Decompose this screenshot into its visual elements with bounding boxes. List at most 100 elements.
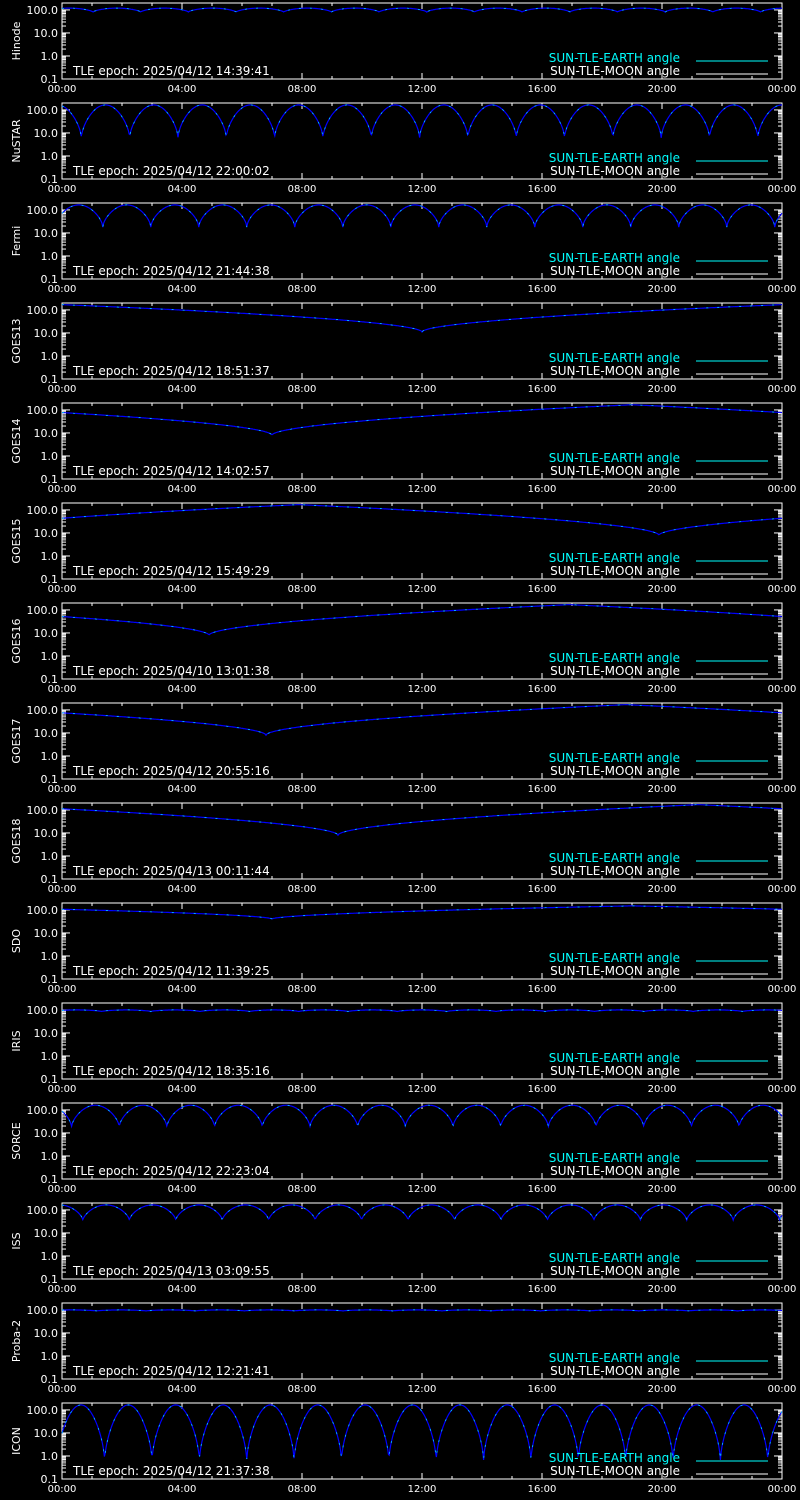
tle-epoch-value: 2025/04/12 21:37:38 bbox=[143, 1464, 270, 1478]
y-tick-label: 10.0 bbox=[34, 927, 59, 940]
legend-earth-label: SUN-TLE-EARTH angle bbox=[549, 851, 680, 865]
y-tick-label: 0.1 bbox=[41, 373, 59, 386]
tle-epoch-text: TLE epoch: 2025/04/12 22:00:02 bbox=[72, 164, 270, 178]
y-tick-label: 0.1 bbox=[41, 273, 59, 286]
x-tick-label: 08:00 bbox=[288, 784, 317, 795]
tle-epoch-value: 2025/04/12 14:02:57 bbox=[143, 464, 270, 478]
x-tick-label: 00:00 bbox=[768, 884, 797, 895]
y-tick-label: 0.1 bbox=[41, 173, 59, 186]
y-tick-label: 10.0 bbox=[34, 727, 59, 740]
x-tick-label: 00:00 bbox=[768, 1184, 797, 1195]
sun-tle-earth-curve bbox=[62, 803, 783, 837]
y-tick-label: 10.0 bbox=[34, 1027, 59, 1040]
y-tick-label: 0.1 bbox=[41, 873, 59, 886]
panel-proba-2: 100.010.01.00.100:00 04:00 08:00 12:00 16:00… bbox=[10, 1302, 797, 1395]
y-tick-label: 100.0 bbox=[27, 304, 59, 317]
x-tick-label: 08:00 bbox=[288, 1484, 317, 1495]
x-tick-label: 04:00 bbox=[168, 784, 197, 795]
x-tick-label: 00:00 bbox=[768, 1284, 797, 1295]
tle-epoch-text: TLE epoch: 2025/04/13 00:11:44 bbox=[72, 864, 270, 878]
y-tick-label: 100.0 bbox=[27, 1004, 59, 1017]
tle-epoch-text: TLE epoch: 2025/04/12 14:39:41 bbox=[72, 64, 270, 78]
legend-earth-label: SUN-TLE-EARTH angle bbox=[549, 651, 680, 665]
panel-sorce: 100.010.01.00.100:00 04:00 08:00 12:00 16:00… bbox=[10, 1102, 797, 1195]
y-tick-label: 1.0 bbox=[41, 50, 59, 63]
x-tick-label: 00:00 bbox=[768, 184, 797, 195]
x-tick-label: 08:00 bbox=[288, 1084, 317, 1095]
x-tick-label: 00:00 bbox=[768, 384, 797, 395]
tle-epoch-text: TLE epoch: 2025/04/12 15:49:29 bbox=[72, 564, 270, 578]
x-tick-label: 12:00 bbox=[408, 684, 437, 695]
y-tick-label: 0.1 bbox=[41, 1473, 59, 1486]
tle-epoch-value: 2025/04/12 12:21:41 bbox=[143, 1364, 270, 1378]
x-tick-label: 12:00 bbox=[408, 1284, 437, 1295]
x-tick-label: 16:00 bbox=[528, 84, 557, 95]
y-axis-label: GOES16 bbox=[10, 618, 23, 663]
x-tick-label: 00:00 bbox=[48, 784, 77, 795]
panel-sdo: 100.010.01.00.100:00 04:00 08:00 12:00 16:00… bbox=[10, 902, 796, 995]
panel-goes18: 100.010.01.00.100:00 04:00 08:00 12:00 16:00… bbox=[10, 802, 797, 895]
x-tick-label: 00:00 bbox=[768, 84, 797, 95]
x-tick-label: 12:00 bbox=[408, 1384, 437, 1395]
x-tick-label: 00:00 bbox=[768, 1384, 797, 1395]
sun-tle-earth-curve bbox=[62, 905, 783, 920]
sun-tle-earth-curve bbox=[61, 1009, 783, 1013]
x-tick-label: 20:00 bbox=[648, 84, 677, 95]
tle-epoch-prefix: TLE epoch: bbox=[72, 964, 143, 978]
x-tick-label: 08:00 bbox=[288, 384, 317, 395]
x-tick-label: 08:00 bbox=[288, 484, 317, 495]
y-tick-label: 10.0 bbox=[34, 527, 59, 540]
panel-goes15: 100.010.01.00.100:00 04:00 08:00 12:00 16:00… bbox=[10, 502, 796, 595]
x-tick-label: 12:00 bbox=[408, 384, 437, 395]
tle-epoch-value: 2025/04/12 18:51:37 bbox=[143, 364, 270, 378]
y-tick-label: 0.1 bbox=[41, 973, 59, 986]
tle-epoch-prefix: TLE epoch: bbox=[72, 1164, 143, 1178]
legend-moon-label: SUN-TLE-MOON angle bbox=[550, 664, 680, 678]
x-tick-label: 16:00 bbox=[528, 384, 557, 395]
x-tick-label: 08:00 bbox=[288, 1184, 317, 1195]
x-tick-label: 16:00 bbox=[528, 984, 557, 995]
tle-epoch-prefix: TLE epoch: bbox=[72, 464, 143, 478]
sun-tle-earth-curve-highlight bbox=[61, 704, 782, 736]
x-tick-label: 12:00 bbox=[408, 284, 437, 295]
x-tick-label: 04:00 bbox=[168, 1384, 197, 1395]
y-tick-label: 100.0 bbox=[27, 1104, 59, 1117]
y-tick-label: 1.0 bbox=[41, 1250, 59, 1263]
x-tick-label: 00:00 bbox=[48, 1384, 77, 1395]
x-tick-label: 20:00 bbox=[648, 1084, 677, 1095]
x-tick-label: 20:00 bbox=[648, 1184, 677, 1195]
x-tick-label: 12:00 bbox=[408, 884, 437, 895]
legend-earth-label: SUN-TLE-EARTH angle bbox=[549, 251, 680, 265]
y-tick-label: 0.1 bbox=[41, 473, 59, 486]
y-tick-label: 10.0 bbox=[34, 327, 59, 340]
sun-tle-earth-curve bbox=[61, 304, 783, 333]
y-tick-label: 1.0 bbox=[41, 750, 59, 763]
y-tick-label: 1.0 bbox=[41, 850, 59, 863]
x-tick-label: 00:00 bbox=[48, 484, 77, 495]
y-tick-label: 0.1 bbox=[41, 1373, 59, 1386]
sun-tle-earth-curve bbox=[62, 404, 783, 436]
y-tick-label: 100.0 bbox=[27, 904, 59, 917]
y-tick-label: 1.0 bbox=[41, 550, 59, 563]
y-tick-label: 1.0 bbox=[41, 1350, 59, 1363]
tle-epoch-text: TLE epoch: 2025/04/13 03:09:55 bbox=[72, 1264, 270, 1278]
x-tick-label: 12:00 bbox=[408, 984, 437, 995]
tle-epoch-value: 2025/04/10 13:01:38 bbox=[143, 664, 270, 678]
x-tick-label: 16:00 bbox=[528, 1084, 557, 1095]
x-tick-label: 16:00 bbox=[528, 1484, 557, 1495]
y-tick-label: 100.0 bbox=[27, 104, 59, 117]
sun-tle-earth-curve bbox=[61, 104, 783, 139]
tle-epoch-value: 2025/04/12 14:39:41 bbox=[143, 64, 270, 78]
x-tick-label: 04:00 bbox=[168, 684, 197, 695]
legend-earth-label: SUN-TLE-EARTH angle bbox=[549, 551, 680, 565]
x-tick-label: 04:00 bbox=[168, 284, 197, 295]
tle-epoch-prefix: TLE epoch: bbox=[72, 1064, 143, 1078]
x-tick-label: 20:00 bbox=[648, 1284, 677, 1295]
tle-epoch-prefix: TLE epoch: bbox=[72, 664, 143, 678]
x-tick-label: 04:00 bbox=[168, 1084, 197, 1095]
y-tick-label: 0.1 bbox=[41, 1273, 59, 1286]
x-tick-label: 20:00 bbox=[648, 484, 677, 495]
legend-moon-label: SUN-TLE-MOON angle bbox=[550, 464, 680, 478]
y-axis-label: ISS bbox=[10, 1232, 23, 1249]
y-tick-label: 100.0 bbox=[27, 404, 59, 417]
